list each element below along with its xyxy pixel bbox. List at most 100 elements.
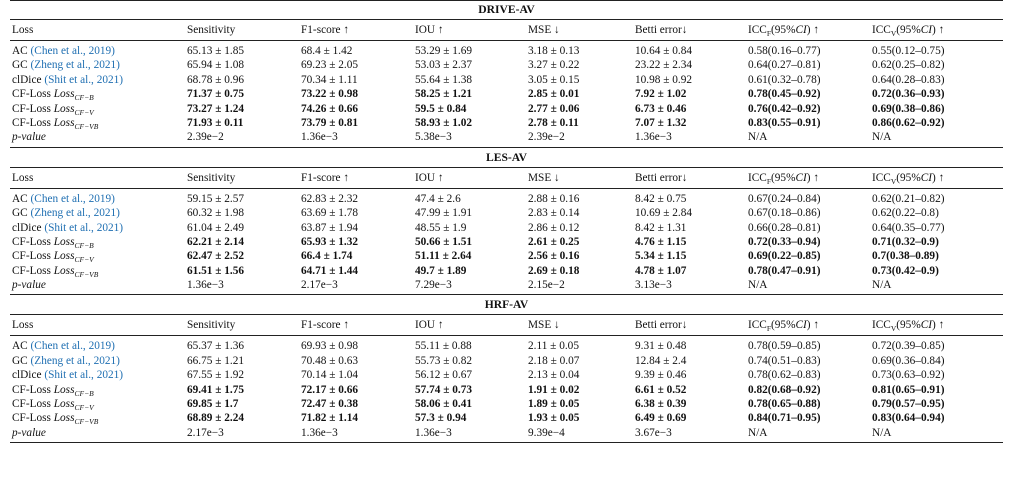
value-cell: 65.93 ± 1.32 bbox=[301, 235, 359, 248]
loss-cell: CF-Loss LossCF−VB bbox=[12, 116, 99, 131]
value-cell: 8.42 ± 0.75 bbox=[635, 192, 687, 205]
value-cell: 10.64 ± 0.84 bbox=[635, 45, 693, 57]
header-cell: IOU ↑ bbox=[415, 24, 444, 36]
citation-link[interactable]: (Chen et al., 2019) bbox=[30, 340, 115, 353]
loss-cell: CF-Loss LossCF−VB bbox=[12, 412, 99, 427]
value-cell: 55.11 ± 0.88 bbox=[415, 340, 472, 353]
loss-cell: AC (Chen et al., 2019) bbox=[12, 192, 115, 205]
value-cell: 5.38e−3 bbox=[415, 131, 452, 144]
loss-variant: LossCF−V bbox=[53, 102, 94, 117]
section-rows: AC (Chen et al., 2019) 65.13 ± 1.85 68.4 ±… bbox=[10, 41, 1003, 148]
value-cell: 0.62(0.22–0.8) bbox=[872, 207, 939, 220]
loss-variant: LossCF−V bbox=[53, 250, 94, 265]
value-cell: 9.39 ± 0.46 bbox=[635, 369, 687, 382]
value-cell: 68.89 ± 2.24 bbox=[187, 412, 245, 425]
value-cell: 0.67(0.18–0.86) bbox=[748, 207, 821, 220]
value-cell: 1.36e−3 bbox=[301, 426, 338, 439]
value-cell: 0.76(0.42–0.92) bbox=[748, 102, 821, 115]
value-cell: 4.76 ± 1.15 bbox=[635, 235, 687, 248]
table-row: AC (Chen et al., 2019) 65.13 ± 1.85 68.4 ±… bbox=[10, 44, 1003, 58]
loss-cell: clDice (Shit et al., 2021) bbox=[12, 73, 124, 86]
value-cell: 1.93 ± 0.05 bbox=[528, 412, 580, 425]
citation-link[interactable]: (Shit et al., 2021) bbox=[44, 73, 124, 86]
section-rows: AC (Chen et al., 2019) 65.37 ± 1.36 69.93 … bbox=[10, 336, 1003, 444]
value-cell: 69.85 ± 1.7 bbox=[187, 398, 239, 411]
header-cell: Sensitivity bbox=[187, 171, 236, 184]
value-cell: 0.71(0.32–0.9) bbox=[872, 235, 939, 248]
value-cell: 59.5 ± 0.84 bbox=[415, 102, 467, 115]
loss-cell: clDice (Shit et al., 2021) bbox=[12, 369, 124, 382]
value-cell: 1.36e−3 bbox=[187, 279, 224, 292]
value-cell: 0.82(0.68–0.92) bbox=[748, 383, 821, 396]
header-cell: IOU ↑ bbox=[415, 319, 444, 332]
value-cell: 3.18 ± 0.13 bbox=[528, 45, 580, 57]
value-cell: 1.91 ± 0.02 bbox=[528, 383, 580, 396]
value-cell: 0.74(0.51–0.83) bbox=[748, 354, 821, 367]
value-cell: 63.69 ± 1.78 bbox=[301, 207, 359, 220]
value-cell: 0.78(0.59–0.85) bbox=[748, 340, 821, 353]
value-cell: 72.17 ± 0.66 bbox=[301, 383, 359, 396]
header-row: Loss Sensitivity F1-score ↑ IOU ↑ MSE ↓ Betti… bbox=[10, 314, 1003, 337]
loss-cell: CF-Loss LossCF−VB bbox=[12, 264, 99, 279]
value-cell: 58.93 ± 1.02 bbox=[415, 116, 473, 129]
citation-link[interactable]: (Shit et al., 2021) bbox=[44, 369, 124, 382]
value-cell: 2.61 ± 0.25 bbox=[528, 235, 580, 248]
value-cell: 2.17e−3 bbox=[301, 279, 338, 292]
value-cell: 0.73(0.63–0.92) bbox=[872, 369, 945, 382]
header-cell: MSE ↓ bbox=[528, 319, 560, 332]
value-cell: 2.83 ± 0.14 bbox=[528, 207, 580, 220]
loss-variant: LossCF−VB bbox=[53, 264, 99, 279]
citation-link[interactable]: (Zheng et al., 2021) bbox=[30, 207, 120, 220]
table-row: CF-Loss LossCF−V 69.85 ± 1.7 72.47 ± 0.38 5… bbox=[10, 397, 1003, 411]
loss-variant: LossCF−B bbox=[53, 383, 94, 398]
value-cell: 63.87 ± 1.94 bbox=[301, 221, 359, 234]
value-cell: 0.7(0.38–0.89) bbox=[872, 250, 939, 263]
citation-link[interactable]: (Chen et al., 2019) bbox=[30, 192, 115, 205]
citation-link[interactable]: (Shit et al., 2021) bbox=[44, 221, 124, 234]
value-cell: 2.18 ± 0.07 bbox=[528, 354, 580, 367]
value-cell: 69.93 ± 0.98 bbox=[301, 340, 359, 353]
value-cell: 56.12 ± 0.67 bbox=[415, 369, 473, 382]
value-cell: 7.07 ± 1.32 bbox=[635, 116, 687, 129]
value-cell: 2.11 ± 0.05 bbox=[528, 340, 579, 353]
value-cell: 4.78 ± 1.07 bbox=[635, 264, 687, 277]
table-row: CF-Loss LossCF−B 62.21 ± 2.14 65.93 ± 1.32… bbox=[10, 235, 1003, 249]
value-cell: 73.22 ± 0.98 bbox=[301, 88, 359, 101]
table-row: CF-Loss LossCF−VB 61.51 ± 1.56 64.71 ± 1.4… bbox=[10, 264, 1003, 278]
value-cell: 1.36e−3 bbox=[415, 426, 452, 439]
loss-cell: AC (Chen et al., 2019) bbox=[12, 340, 115, 353]
table-row: clDice (Shit et al., 2021) 68.78 ± 0.96 70… bbox=[10, 73, 1003, 87]
header-cell: MSE ↓ bbox=[528, 24, 560, 36]
loss-cell: AC (Chen et al., 2019) bbox=[12, 45, 115, 57]
citation-link[interactable]: (Chen et al., 2019) bbox=[30, 45, 115, 57]
value-cell: 65.13 ± 1.85 bbox=[187, 45, 245, 57]
table-top-rule bbox=[10, 0, 1003, 1]
table-row: GC (Zheng et al., 2021) 65.94 ± 1.08 69.23… bbox=[10, 58, 1003, 72]
citation-link[interactable]: (Zheng et al., 2021) bbox=[30, 354, 120, 367]
value-cell: 73.27 ± 1.24 bbox=[187, 102, 245, 115]
value-cell: 0.69(0.36–0.84) bbox=[872, 354, 945, 367]
value-cell: 57.74 ± 0.73 bbox=[415, 383, 473, 396]
value-cell: 62.47 ± 2.52 bbox=[187, 250, 245, 263]
value-cell: 48.55 ± 1.9 bbox=[415, 221, 467, 234]
value-cell: 5.34 ± 1.15 bbox=[635, 250, 687, 263]
value-cell: 70.14 ± 1.04 bbox=[301, 369, 359, 382]
header-cell: ICCF(95%CI) ↑ bbox=[748, 319, 820, 334]
loss-cell: CF-Loss LossCF−V bbox=[12, 398, 94, 413]
section-rows: AC (Chen et al., 2019) 59.15 ± 2.57 62.83 … bbox=[10, 189, 1003, 296]
loss-cell: GC (Zheng et al., 2021) bbox=[12, 354, 120, 367]
value-cell: 55.73 ± 0.82 bbox=[415, 354, 473, 367]
header-cell: ICCF(95%CI) ↑ bbox=[748, 171, 820, 186]
value-cell: 61.04 ± 2.49 bbox=[187, 221, 245, 234]
value-cell: 0.78(0.65–0.88) bbox=[748, 398, 821, 411]
loss-cell: clDice (Shit et al., 2021) bbox=[12, 221, 124, 234]
header-cell: Sensitivity bbox=[187, 319, 236, 332]
value-cell: 0.62(0.25–0.82) bbox=[872, 59, 945, 72]
citation-link[interactable]: (Zheng et al., 2021) bbox=[30, 59, 120, 72]
header-row: Loss Sensitivity F1-score ↑ IOU ↑ MSE ↓ Betti… bbox=[10, 166, 1003, 189]
value-cell: 0.64(0.35–0.77) bbox=[872, 221, 945, 234]
value-cell: 3.67e−3 bbox=[635, 426, 672, 439]
value-cell: N/A bbox=[748, 131, 768, 144]
table-row: CF-Loss LossCF−V 73.27 ± 1.24 74.26 ± 0.66… bbox=[10, 102, 1003, 116]
table-row: CF-Loss LossCF−V 62.47 ± 2.52 66.4 ± 1.74 5… bbox=[10, 249, 1003, 263]
